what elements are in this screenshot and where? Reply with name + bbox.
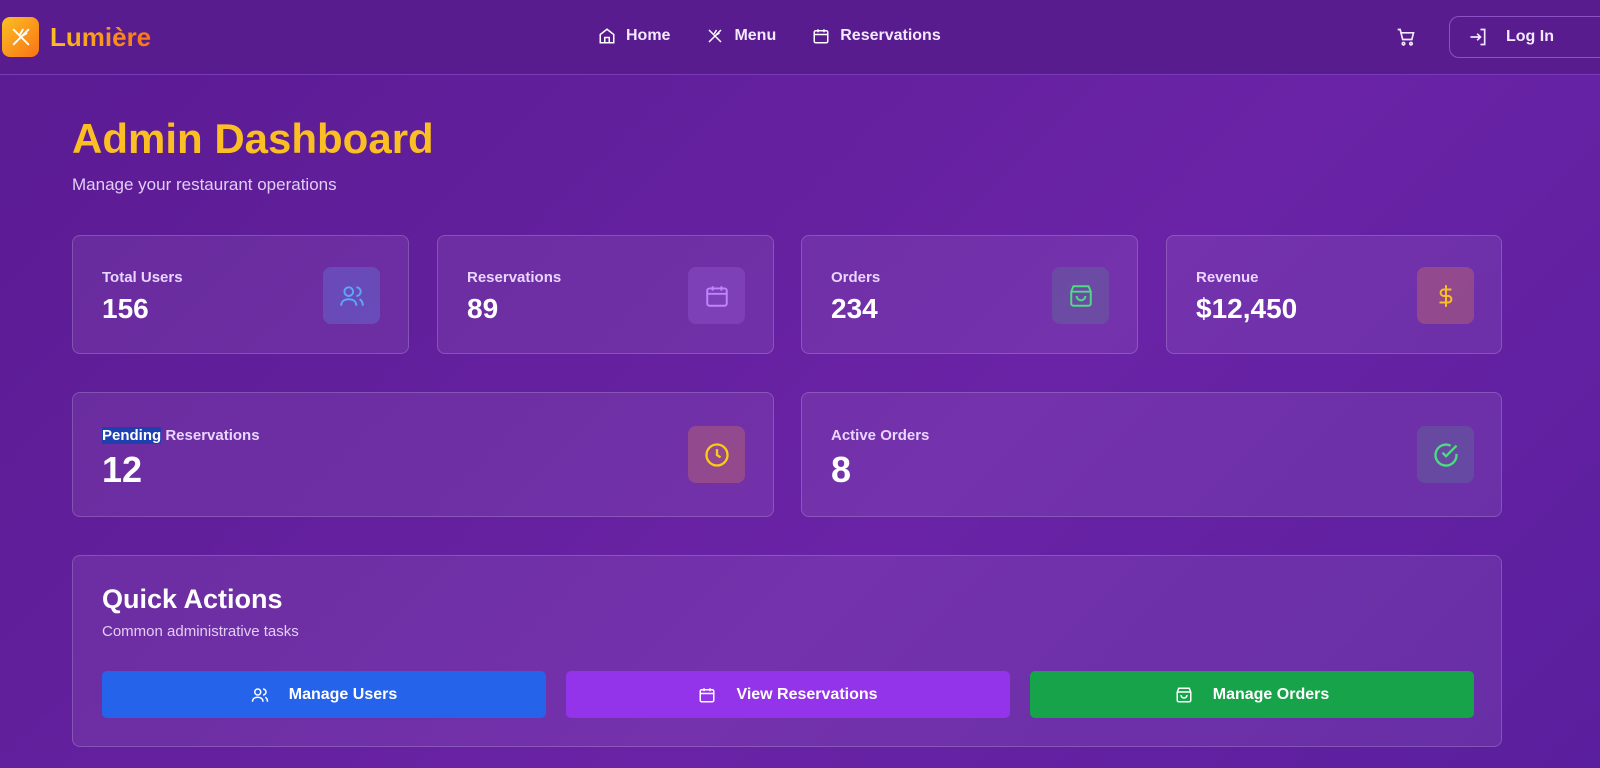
stat-label: Reservations — [467, 269, 562, 286]
nav-reservations[interactable]: Reservations — [812, 27, 941, 45]
shopping-bag-icon — [1052, 267, 1109, 324]
home-icon — [599, 28, 615, 44]
top-nav: Lumière Home Menu Reservations Log In — [0, 0, 1600, 75]
view-reservations-button[interactable]: View Reservations — [566, 671, 1010, 718]
manage-orders-button[interactable]: Manage Orders — [1030, 671, 1474, 718]
nav-menu-label: Menu — [734, 27, 777, 44]
stat-card-pending-reservations: Pending Reservations 12 — [72, 392, 774, 517]
stat-card-orders: Orders 234 — [801, 235, 1138, 354]
login-icon — [1470, 28, 1486, 46]
selected-text: Pending — [102, 427, 162, 444]
users-icon — [251, 687, 268, 702]
nav-menu[interactable]: Menu — [706, 27, 776, 45]
calendar-icon — [688, 267, 745, 324]
stat-card-active-orders: Active Orders 8 — [801, 392, 1502, 517]
quick-actions-subtitle: Common administrative tasks — [102, 623, 299, 640]
nav-home[interactable]: Home — [598, 27, 670, 45]
stat-label: Total Users — [102, 269, 183, 286]
button-label: View Reservations — [736, 685, 878, 703]
stat-value: 156 — [102, 293, 149, 324]
users-icon — [323, 267, 380, 324]
logo-utensils-icon[interactable] — [2, 17, 39, 57]
nav-home-label: Home — [626, 27, 671, 44]
brand-name[interactable]: Lumière — [50, 22, 152, 52]
stat-label: Pending Reservations — [102, 427, 260, 444]
page-title: Admin Dashboard — [72, 115, 434, 162]
stat-label: Orders — [831, 269, 881, 286]
cart-icon[interactable] — [1396, 27, 1416, 47]
check-circle-icon — [1417, 426, 1474, 483]
quick-actions-panel: Quick Actions Common administrative task… — [72, 555, 1502, 747]
manage-users-button[interactable]: Manage Users — [102, 671, 546, 718]
stat-value: 12 — [102, 449, 143, 490]
utensils-icon — [708, 29, 722, 43]
clock-icon — [688, 426, 745, 483]
stat-value: 89 — [467, 293, 499, 324]
login-button[interactable]: Log In — [1449, 16, 1600, 58]
stat-card-users: Total Users 156 — [72, 235, 409, 354]
button-label: Manage Users — [288, 685, 398, 703]
stat-value: 234 — [831, 293, 878, 324]
quick-actions-title: Quick Actions — [102, 584, 283, 614]
stat-card-revenue: Revenue $12,450 — [1166, 235, 1502, 354]
dollar-icon — [1417, 267, 1474, 324]
shopping-bag-icon — [1176, 687, 1192, 702]
stat-value: 8 — [831, 449, 852, 490]
label-rest: Reservations — [161, 427, 260, 444]
calendar-icon — [699, 687, 715, 702]
stat-label: Active Orders — [831, 427, 930, 444]
page-subtitle: Manage your restaurant operations — [72, 175, 337, 194]
stat-card-reservations: Reservations 89 — [437, 235, 774, 354]
stat-label: Revenue — [1196, 269, 1259, 286]
nav-reservations-label: Reservations — [840, 27, 941, 44]
button-label: Manage Orders — [1212, 685, 1330, 703]
calendar-icon — [813, 29, 829, 44]
stat-value: $12,450 — [1196, 293, 1298, 324]
login-label: Log In — [1506, 28, 1554, 45]
